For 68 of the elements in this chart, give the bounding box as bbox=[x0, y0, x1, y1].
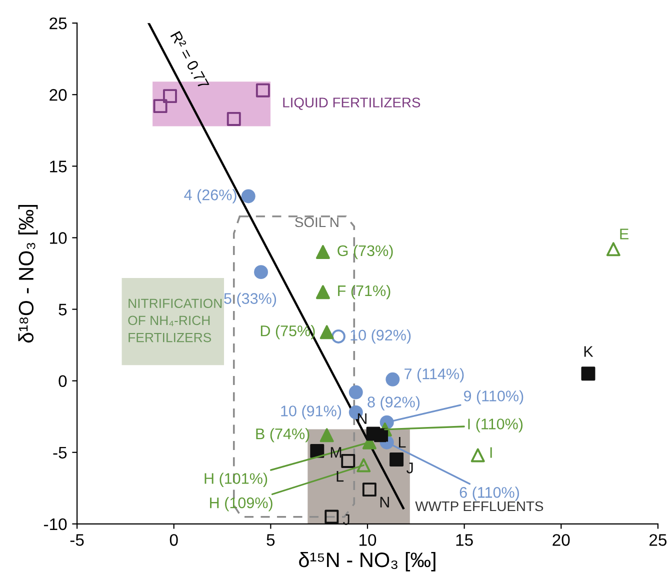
y-tick-label: 15 bbox=[50, 160, 67, 172]
point bbox=[163, 89, 177, 104]
annotation: F (71%) bbox=[338, 284, 390, 300]
y-axis-title: δ¹⁸O - NO₃ [‰] bbox=[18, 204, 38, 343]
point bbox=[320, 325, 334, 340]
point bbox=[256, 83, 270, 98]
point bbox=[386, 372, 400, 386]
x-axis-title: δ¹⁵N - NO₃ [‰] bbox=[299, 552, 436, 572]
annotation: B (74%) bbox=[256, 428, 310, 442]
point bbox=[316, 245, 330, 260]
annotation: WWTP EFFLUENTS bbox=[415, 501, 544, 512]
annotation: 9 (110%) bbox=[464, 390, 524, 404]
point bbox=[348, 385, 363, 400]
annotation: G (73%) bbox=[338, 244, 393, 260]
y-tick-label: 5 bbox=[58, 304, 67, 316]
annotation: I (110%) bbox=[468, 418, 523, 432]
y-tick-label: -10 bbox=[44, 518, 67, 530]
annotation: K bbox=[584, 346, 594, 357]
point bbox=[310, 444, 324, 458]
annotation: LIQUID FERTILIZERS bbox=[283, 98, 420, 110]
annotation: L bbox=[398, 436, 406, 448]
annotation: NITRIFICATION OF NH₄-RICH FERTILIZERS bbox=[128, 298, 222, 342]
point bbox=[241, 189, 256, 204]
annotation: I bbox=[490, 447, 492, 458]
point bbox=[316, 285, 330, 300]
annotation: N bbox=[358, 413, 366, 424]
y-tick-label: 25 bbox=[50, 17, 67, 30]
point bbox=[324, 510, 339, 524]
point bbox=[341, 454, 356, 468]
x-tick-label: 15 bbox=[456, 534, 473, 546]
annotation: J bbox=[406, 462, 413, 474]
point bbox=[390, 452, 404, 467]
y-tick-label: 20 bbox=[50, 89, 67, 101]
x-tick-label: 20 bbox=[552, 534, 570, 546]
annotation: R² = 0.77 bbox=[170, 30, 210, 90]
point bbox=[606, 242, 620, 256]
annotation: 10 (92%) bbox=[350, 329, 411, 344]
x-tick-label: -5 bbox=[70, 534, 84, 546]
annotation: 8 (92%) bbox=[368, 396, 420, 410]
annotation: J bbox=[343, 514, 350, 526]
point bbox=[374, 428, 388, 442]
annotation: 6 (110%) bbox=[460, 486, 519, 501]
y-tick-label: 0 bbox=[58, 375, 67, 388]
annotation: H (101%) bbox=[204, 472, 268, 487]
point bbox=[320, 428, 334, 442]
annotation: 7 (114%) bbox=[404, 368, 464, 382]
y-tick-label: 10 bbox=[50, 232, 67, 244]
annotation: N bbox=[380, 496, 389, 508]
x-tick-label: 10 bbox=[360, 534, 376, 546]
x-tick-label: 5 bbox=[266, 534, 275, 546]
point bbox=[362, 482, 376, 497]
y-tick-label: -5 bbox=[53, 446, 67, 459]
x-tick-label: 0 bbox=[170, 534, 178, 546]
annotation: 10 (91%) bbox=[281, 405, 342, 420]
annotation: E bbox=[620, 228, 628, 240]
annotation: 4 (26%) bbox=[184, 189, 236, 204]
annotation: SOIL N bbox=[295, 217, 338, 228]
point bbox=[226, 112, 241, 126]
point bbox=[356, 458, 371, 472]
annotation: 5 (33%) bbox=[224, 292, 276, 307]
annotation: H (109%) bbox=[210, 497, 272, 512]
point bbox=[581, 366, 596, 381]
x-tick-label: 25 bbox=[650, 534, 667, 546]
annotation: L bbox=[336, 471, 344, 482]
point bbox=[153, 99, 168, 114]
point bbox=[470, 448, 485, 462]
point bbox=[331, 329, 346, 344]
point bbox=[254, 265, 268, 280]
